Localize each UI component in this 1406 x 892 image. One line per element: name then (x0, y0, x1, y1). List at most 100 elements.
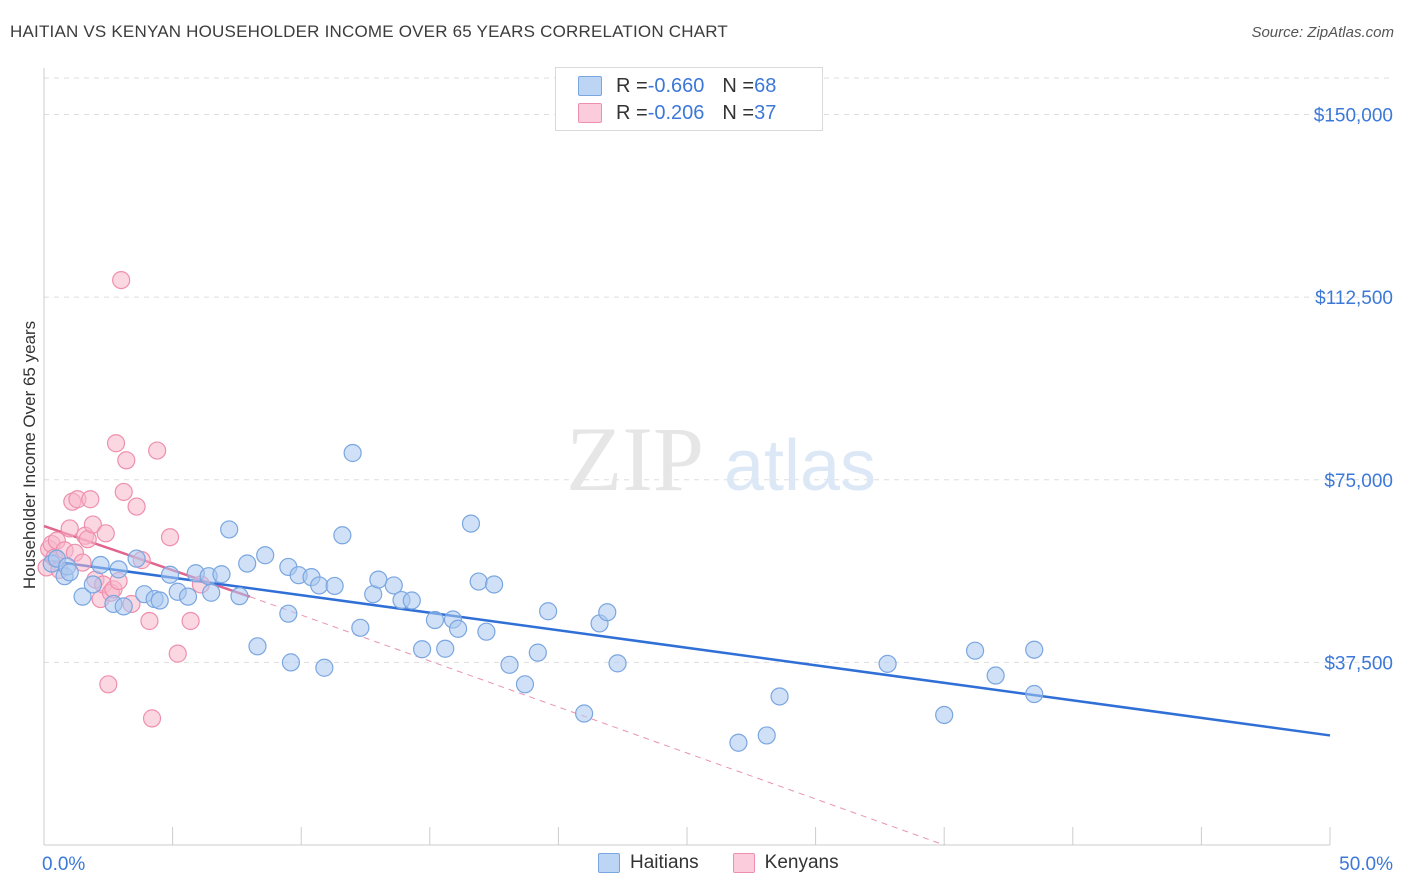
chart-title: HAITIAN VS KENYAN HOUSEHOLDER INCOME OVE… (10, 22, 728, 41)
haitians-point (127, 549, 146, 568)
haitians-point (248, 637, 267, 656)
haitians-point (757, 726, 776, 745)
haitians-swatch (578, 76, 602, 96)
haitians-point (83, 575, 102, 594)
haitians-point (91, 555, 110, 575)
r-label: R = (616, 74, 648, 97)
haitians-point (343, 443, 362, 463)
x-tick-label: 0.0% (42, 854, 85, 875)
haitians-point (461, 514, 481, 533)
x-tick-label: 50.0% (1339, 854, 1393, 875)
haitians-point (965, 641, 985, 660)
axes (43, 68, 1331, 846)
haitians-swatch (598, 853, 620, 873)
haitians-point (279, 604, 298, 623)
r-label: R = (616, 101, 648, 124)
haitians-point (238, 554, 257, 573)
kenyans-point (117, 451, 136, 470)
haitians-point (212, 565, 231, 584)
haitians-point (220, 520, 239, 539)
legend-label-haitians: Haitians (630, 852, 699, 873)
haitians-point (402, 591, 421, 610)
r-value: -0.660 (647, 74, 705, 97)
haitians-point (73, 587, 92, 606)
haitians-point (878, 654, 897, 673)
haitians-point (1025, 684, 1044, 704)
kenyans-swatch (732, 853, 755, 873)
kenyans-swatch (578, 103, 602, 123)
legend-row-haitians: R = -0.660 N = 68 (578, 73, 776, 99)
haitians-point (986, 666, 1005, 685)
kenyans-point (99, 675, 118, 694)
grid-lines (44, 77, 1390, 663)
kenyans-point (83, 515, 102, 534)
haitians-point (477, 622, 496, 641)
y-tick-label: $75,000 (1324, 471, 1393, 492)
haitians-point (315, 658, 334, 677)
kenyans-point (81, 490, 100, 509)
haitians-point (935, 705, 954, 725)
axis-labels: $37,500 $75,000 $112,500 $150,000 0.0% 50.0% H… (20, 106, 1393, 875)
kenyans-point (96, 524, 115, 543)
r-value: -0.206 (647, 101, 705, 124)
haitians-point (60, 563, 79, 582)
haitians-point (1025, 640, 1044, 659)
haitians-point (515, 675, 535, 694)
haitians-point (539, 602, 558, 621)
haitians-point (281, 653, 301, 672)
haitians-point (384, 576, 403, 595)
kenyans-point (60, 519, 79, 538)
y-tick-label: $150,000 (1314, 106, 1393, 127)
watermark-atlas: atlas (724, 426, 876, 506)
n-value: 68 (754, 74, 777, 97)
y-tick-label: $37,500 (1324, 653, 1393, 674)
kenyans-point (114, 482, 133, 502)
series-legend: Haitians Kenyans (598, 852, 873, 874)
haitians-point (202, 583, 221, 602)
kenyans-point (106, 434, 126, 453)
kenyans-point (148, 441, 167, 460)
haitians-point (230, 587, 249, 606)
haitians-point (178, 587, 198, 606)
trend-lines (43, 524, 1331, 846)
legend-item-haitians[interactable]: Haitians (598, 852, 699, 874)
haitians-point (325, 576, 344, 596)
haitians-point (256, 546, 275, 565)
haitians-points (42, 443, 1044, 752)
haitians-point (575, 704, 594, 723)
y-axis-title: Householder Income Over 65 years (20, 321, 39, 589)
haitians-point (412, 640, 432, 659)
watermark-zip: ZIP (566, 408, 704, 510)
correlation-legend: R = -0.660 N = 68 R = -0.206 N = 37 (555, 67, 823, 131)
haitians-point (608, 654, 627, 673)
n-label: N = (722, 101, 755, 124)
kenyans-point (160, 528, 180, 547)
haitians-point (114, 597, 133, 616)
legend-item-kenyans[interactable]: Kenyans (732, 852, 839, 874)
haitians-point (160, 565, 180, 584)
haitians-point (770, 687, 789, 706)
watermark: ZIP atlas (566, 408, 876, 510)
haitians-point (528, 643, 547, 662)
haitians-point (469, 572, 488, 591)
haitians-point (598, 603, 617, 622)
kenyans-point (140, 611, 159, 631)
n-value: 37 (754, 101, 777, 124)
haitians-point (150, 591, 169, 610)
haitians-point (729, 733, 748, 752)
haitians-point (448, 619, 468, 638)
haitians-point (351, 618, 370, 637)
kenyans-point (181, 611, 200, 631)
legend-row-kenyans: R = -0.206 N = 37 (578, 100, 776, 126)
haitians-point (436, 639, 455, 658)
y-tick-label: $112,500 (1315, 288, 1393, 309)
haitians-point (333, 526, 352, 545)
kenyans-point (142, 709, 162, 728)
kenyans-point (112, 270, 131, 290)
haitians-point (425, 610, 445, 630)
kenyans-point (168, 644, 187, 663)
haitians-point (109, 560, 128, 579)
source-label: Source: ZipAtlas.com (1251, 24, 1394, 41)
kenyans-trend-extension (249, 596, 945, 846)
